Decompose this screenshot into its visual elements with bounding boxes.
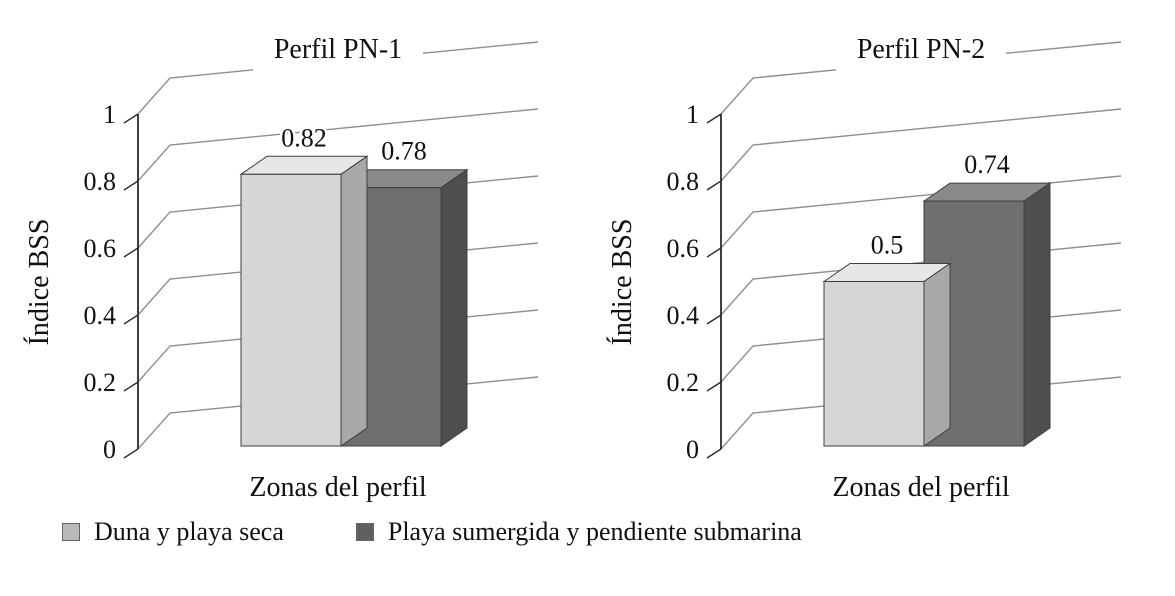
tick-mark xyxy=(123,247,139,258)
bar-value-label: 0.78 xyxy=(381,137,427,166)
bar-side-face xyxy=(1023,182,1051,447)
tick-mark xyxy=(123,381,139,392)
tick-mark xyxy=(706,180,722,191)
tick-mark xyxy=(123,448,139,459)
tick-label: 0 xyxy=(686,435,699,464)
chart-panel-pn-2: 0 0.2 0.4 0.6 0.8 1 0.5 0.74 Perfil PN-2 Zonas de… xyxy=(591,4,1166,509)
chart-title: Perfil PN-2 xyxy=(857,34,985,65)
tick-mark xyxy=(706,381,722,392)
tick-label: 0.4 xyxy=(84,301,117,330)
bar-front-face xyxy=(823,281,925,447)
bar-value-label: 0.5 xyxy=(871,231,904,260)
chart-svg: 0 0.2 0.4 0.6 0.8 1 0.82 0.78 Perfil PN-1 Zonas d… xyxy=(24,32,539,503)
bar-value-label: 0.74 xyxy=(964,150,1010,179)
figure: 0 0.2 0.4 0.6 0.8 1 0.82 0.78 Perfil PN-1 Zonas d… xyxy=(0,4,1175,547)
gridline xyxy=(720,108,1122,182)
bar-front-face xyxy=(240,173,342,447)
legend-item: Duna y playa seca xyxy=(62,517,284,547)
legend-swatch-playa-sumergida xyxy=(355,523,374,541)
title-background xyxy=(253,32,423,78)
legend-label: Playa sumergida y pendiente submarina xyxy=(387,517,802,546)
tick-mark xyxy=(123,180,139,191)
tick-mark xyxy=(123,314,139,325)
bar-series-0 xyxy=(239,155,369,447)
tick-mark xyxy=(706,448,722,459)
tick-label: 1 xyxy=(103,100,116,129)
title-background xyxy=(836,32,1006,78)
tick-label: 0.4 xyxy=(667,301,700,330)
chart-svg: 0 0.2 0.4 0.6 0.8 1 0.5 0.74 Perfil PN-2 Zonas de… xyxy=(607,32,1122,503)
legend-swatch-duna-y-playa-seca xyxy=(62,523,80,541)
tick-mark xyxy=(706,314,722,325)
x-axis-label: Zonas del perfil xyxy=(249,472,426,503)
gridline xyxy=(720,175,1122,249)
bar-side-face xyxy=(340,155,368,447)
bar-value-label: 0.82 xyxy=(281,123,327,152)
tick-label: 0 xyxy=(103,435,116,464)
bar-series-0 xyxy=(822,262,952,447)
tick-label: 0.2 xyxy=(84,368,117,397)
legend-label: Duna y playa seca xyxy=(94,517,284,546)
chart-title: Perfil PN-1 xyxy=(274,34,402,65)
charts-row: 0 0.2 0.4 0.6 0.8 1 0.82 0.78 Perfil PN-1 Zonas d… xyxy=(0,4,1175,509)
tick-label: 1 xyxy=(686,100,699,129)
tick-mark xyxy=(706,113,722,124)
tick-label: 0.8 xyxy=(667,167,700,196)
legend-item: Playa sumergida y pendiente submarina xyxy=(355,517,802,547)
bar-side-face xyxy=(923,262,951,447)
tick-mark xyxy=(123,113,139,124)
y-axis-label: Índice BSS xyxy=(607,219,638,346)
tick-mark xyxy=(706,247,722,258)
legend: Duna y playa seca Playa sumergida y pend… xyxy=(62,517,1175,547)
x-axis-label: Zonas del perfil xyxy=(832,472,1009,503)
chart-panel-pn-1: 0 0.2 0.4 0.6 0.8 1 0.82 0.78 Perfil PN-1 Zonas d… xyxy=(8,4,583,509)
tick-label: 0.2 xyxy=(667,368,700,397)
bar-side-face xyxy=(440,168,468,447)
tick-label: 0.6 xyxy=(84,234,117,263)
tick-label: 0.8 xyxy=(84,167,117,196)
y-axis-label: Índice BSS xyxy=(24,219,55,346)
tick-label: 0.6 xyxy=(667,234,700,263)
gridline xyxy=(137,108,539,182)
